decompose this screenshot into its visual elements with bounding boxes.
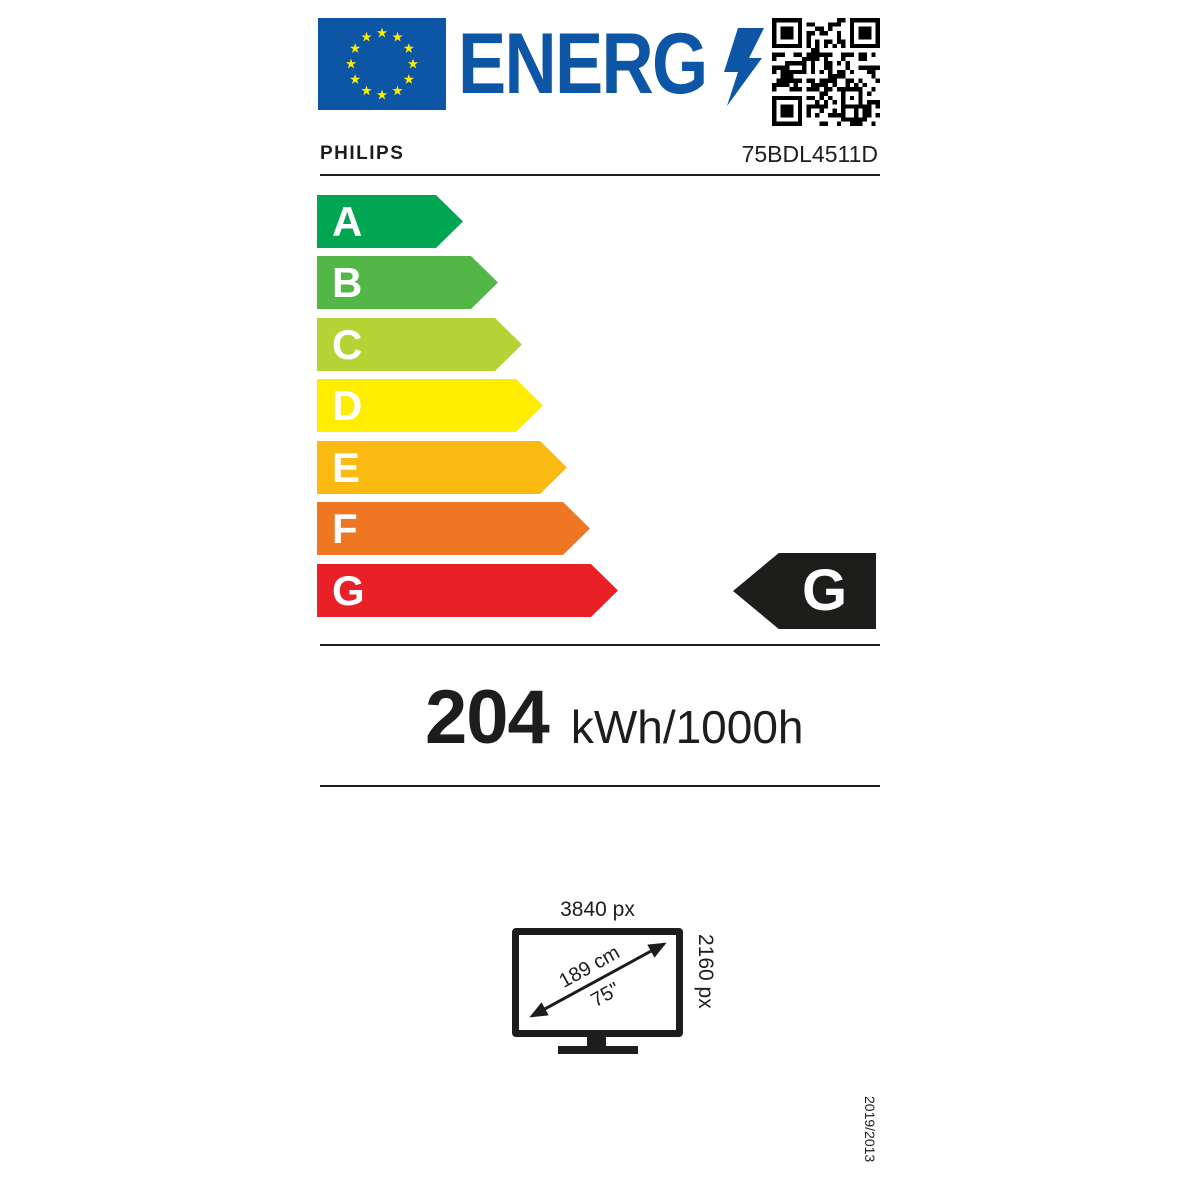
energ-logo-text: ENERG <box>458 16 708 112</box>
vertical-resolution-label: 2160 px <box>694 934 717 1009</box>
qr-code-icon <box>772 18 880 126</box>
class-arrow-g: G <box>317 564 618 617</box>
screen-stand-base <box>558 1046 638 1054</box>
consumption-divider <box>320 785 880 787</box>
class-arrow-a: A <box>317 195 463 248</box>
regulation-number: 2019/2013 <box>862 1096 878 1163</box>
brand-name: PHILIPS <box>320 143 405 164</box>
class-arrow-b: B <box>317 256 498 309</box>
horizontal-resolution-label: 3840 px <box>560 898 635 921</box>
consumption-value: 204 <box>425 675 550 760</box>
screen-stand-neck <box>587 1037 606 1046</box>
consumption-unit: kWh/1000h <box>570 701 804 753</box>
header-divider <box>320 174 880 176</box>
lightning-bolt-icon <box>724 28 764 106</box>
rated-class-arrow: G <box>733 553 876 629</box>
scale-divider <box>320 644 880 646</box>
model-number: 75BDL4511D <box>741 141 878 167</box>
class-arrow-c: C <box>317 318 522 371</box>
class-arrow-d: D <box>317 379 543 432</box>
eu-flag-icon <box>318 18 446 110</box>
diagonal-arrow-icon <box>529 942 667 1018</box>
class-arrow-f: F <box>317 502 590 555</box>
energy-consumption: 204 kWh/1000h <box>425 680 804 756</box>
class-arrow-e: E <box>317 441 567 494</box>
